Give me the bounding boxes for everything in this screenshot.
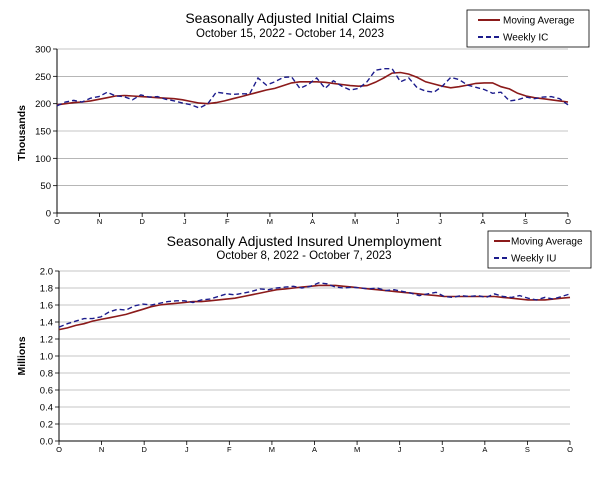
x-tick-label: F: [227, 445, 232, 454]
chart2-legend-weekly-label: Weekly IU: [511, 254, 556, 265]
y-tick-label: 0.6: [40, 386, 53, 397]
x-tick-label: A: [312, 445, 317, 454]
y-tick-label: 2.0: [40, 267, 53, 278]
chart1-legend: Moving Average Weekly IC: [466, 9, 590, 48]
chart1-legend-box: [466, 9, 590, 48]
chart2-weekly-iu-line: [58, 282, 571, 328]
chart2-gridlines: [59, 270, 570, 425]
chart2-legend-ma-label: Moving Average: [511, 237, 583, 248]
x-tick-label: A: [480, 217, 485, 226]
y-tick-label: 1.2: [40, 335, 53, 346]
x-tick-label: M: [269, 445, 275, 454]
chart2-legend: Moving Average Weekly IU: [487, 230, 592, 269]
x-tick-label: N: [97, 217, 102, 226]
x-tick-label: F: [225, 217, 230, 226]
x-tick-label: J: [396, 217, 400, 226]
x-tick-label: S: [523, 217, 528, 226]
y-tick-label: 300: [35, 45, 51, 56]
x-tick-label: J: [440, 445, 444, 454]
chart2-ylabel: Millions: [16, 336, 28, 375]
chart2-title: Seasonally Adjusted Insured Unemployment: [167, 233, 442, 249]
y-tick-label: 0.2: [40, 420, 53, 431]
y-tick-label: 150: [35, 127, 51, 138]
x-tick-label: O: [565, 217, 571, 226]
chart1-ylabel: Thousands: [16, 105, 28, 161]
chart2-y-tick-labels: 0.0 0.2 0.4 0.6 0.8 1.0 1.2 1.4 1.6 1.8 2.0: [40, 267, 53, 448]
initial-claims-chart: Seasonally Adjusted Initial Claims Octob…: [16, 9, 590, 226]
x-tick-label: O: [56, 445, 62, 454]
x-tick-label: M: [352, 217, 358, 226]
y-tick-label: 1.8: [40, 284, 53, 295]
chart1-weekly-ic-line: [56, 68, 569, 109]
y-tick-label: 0.8: [40, 369, 53, 380]
y-tick-label: 250: [35, 72, 51, 83]
x-tick-label: D: [139, 217, 145, 226]
x-tick-label: J: [183, 217, 187, 226]
y-tick-label: 200: [35, 99, 51, 110]
x-tick-label: A: [482, 445, 487, 454]
chart1-legend-weekly-label: Weekly IC: [503, 33, 548, 44]
chart1-title: Seasonally Adjusted Initial Claims: [185, 10, 394, 26]
x-tick-label: M: [354, 445, 360, 454]
y-tick-label: 100: [35, 154, 51, 165]
x-tick-label: N: [99, 445, 104, 454]
insured-unemployment-chart: Seasonally Adjusted Insured Unemployment…: [16, 230, 592, 454]
chart2-subtitle: October 8, 2022 - October 7, 2023: [216, 250, 391, 262]
chart2-axes: [55, 270, 571, 445]
x-tick-label: J: [398, 445, 402, 454]
chart1-moving-average-line: [56, 71, 569, 106]
y-tick-label: 1.0: [40, 352, 53, 363]
y-tick-label: 1.6: [40, 301, 53, 312]
chart1-gridlines: [57, 48, 568, 186]
x-tick-label: A: [310, 217, 315, 226]
x-tick-label: M: [267, 217, 273, 226]
y-tick-label: 0: [46, 209, 51, 220]
chart1-legend-ma-label: Moving Average: [503, 16, 575, 27]
x-tick-label: O: [54, 217, 60, 226]
y-tick-label: 0.0: [40, 437, 53, 448]
x-tick-label: S: [525, 445, 530, 454]
x-tick-label: J: [438, 217, 442, 226]
chart1-axes: [53, 48, 569, 217]
chart1-y-tick-labels: 0 50 100 150 200 250 300: [35, 45, 51, 220]
x-tick-label: O: [567, 445, 573, 454]
y-tick-label: 50: [40, 181, 51, 192]
y-tick-label: 0.4: [40, 403, 53, 414]
x-tick-label: J: [185, 445, 189, 454]
y-tick-label: 1.4: [40, 318, 53, 329]
chart2-moving-average-line: [58, 284, 571, 331]
x-tick-label: D: [141, 445, 147, 454]
chart1-subtitle: October 15, 2022 - October 14, 2023: [196, 28, 384, 40]
chart2-legend-box: [487, 230, 592, 269]
